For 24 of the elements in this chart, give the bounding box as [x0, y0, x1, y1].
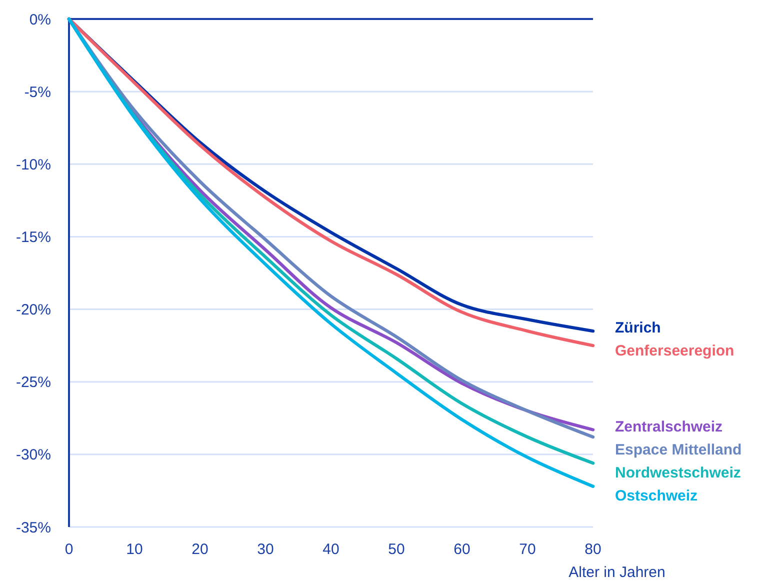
x-tick-label: 50: [388, 541, 405, 558]
y-tick-label: -15%: [16, 228, 51, 246]
x-tick-label: 80: [584, 541, 602, 558]
x-tick-label: 20: [192, 541, 208, 558]
y-tick-label: -25%: [16, 374, 51, 392]
x-tick-label: 40: [322, 541, 340, 558]
y-tick-label: -10%: [16, 156, 51, 174]
x-tick-label: 60: [454, 541, 470, 558]
x-tick-label: 0: [64, 541, 74, 558]
series-label: Nordwestschweiz: [615, 464, 741, 482]
y-tick-label: -5%: [24, 84, 51, 101]
x-tick-label: 70: [519, 541, 536, 558]
x-tick-label: 10: [126, 541, 143, 558]
series-label: Zürich: [615, 320, 661, 337]
y-tick-label: -20%: [16, 302, 51, 319]
y-tick-label: -35%: [16, 519, 51, 536]
y-tick-label: 0%: [29, 11, 51, 28]
series-label: Genferseeregion: [615, 342, 734, 360]
series-label: Zentralschweiz: [615, 418, 723, 436]
x-tick-label: 30: [257, 541, 274, 558]
x-axis-title: Alter in Jahren: [568, 564, 666, 581]
series-label: Espace Mittelland: [615, 441, 742, 458]
y-tick-label: -30%: [16, 446, 51, 464]
series-label: Ostschweiz: [615, 487, 698, 504]
